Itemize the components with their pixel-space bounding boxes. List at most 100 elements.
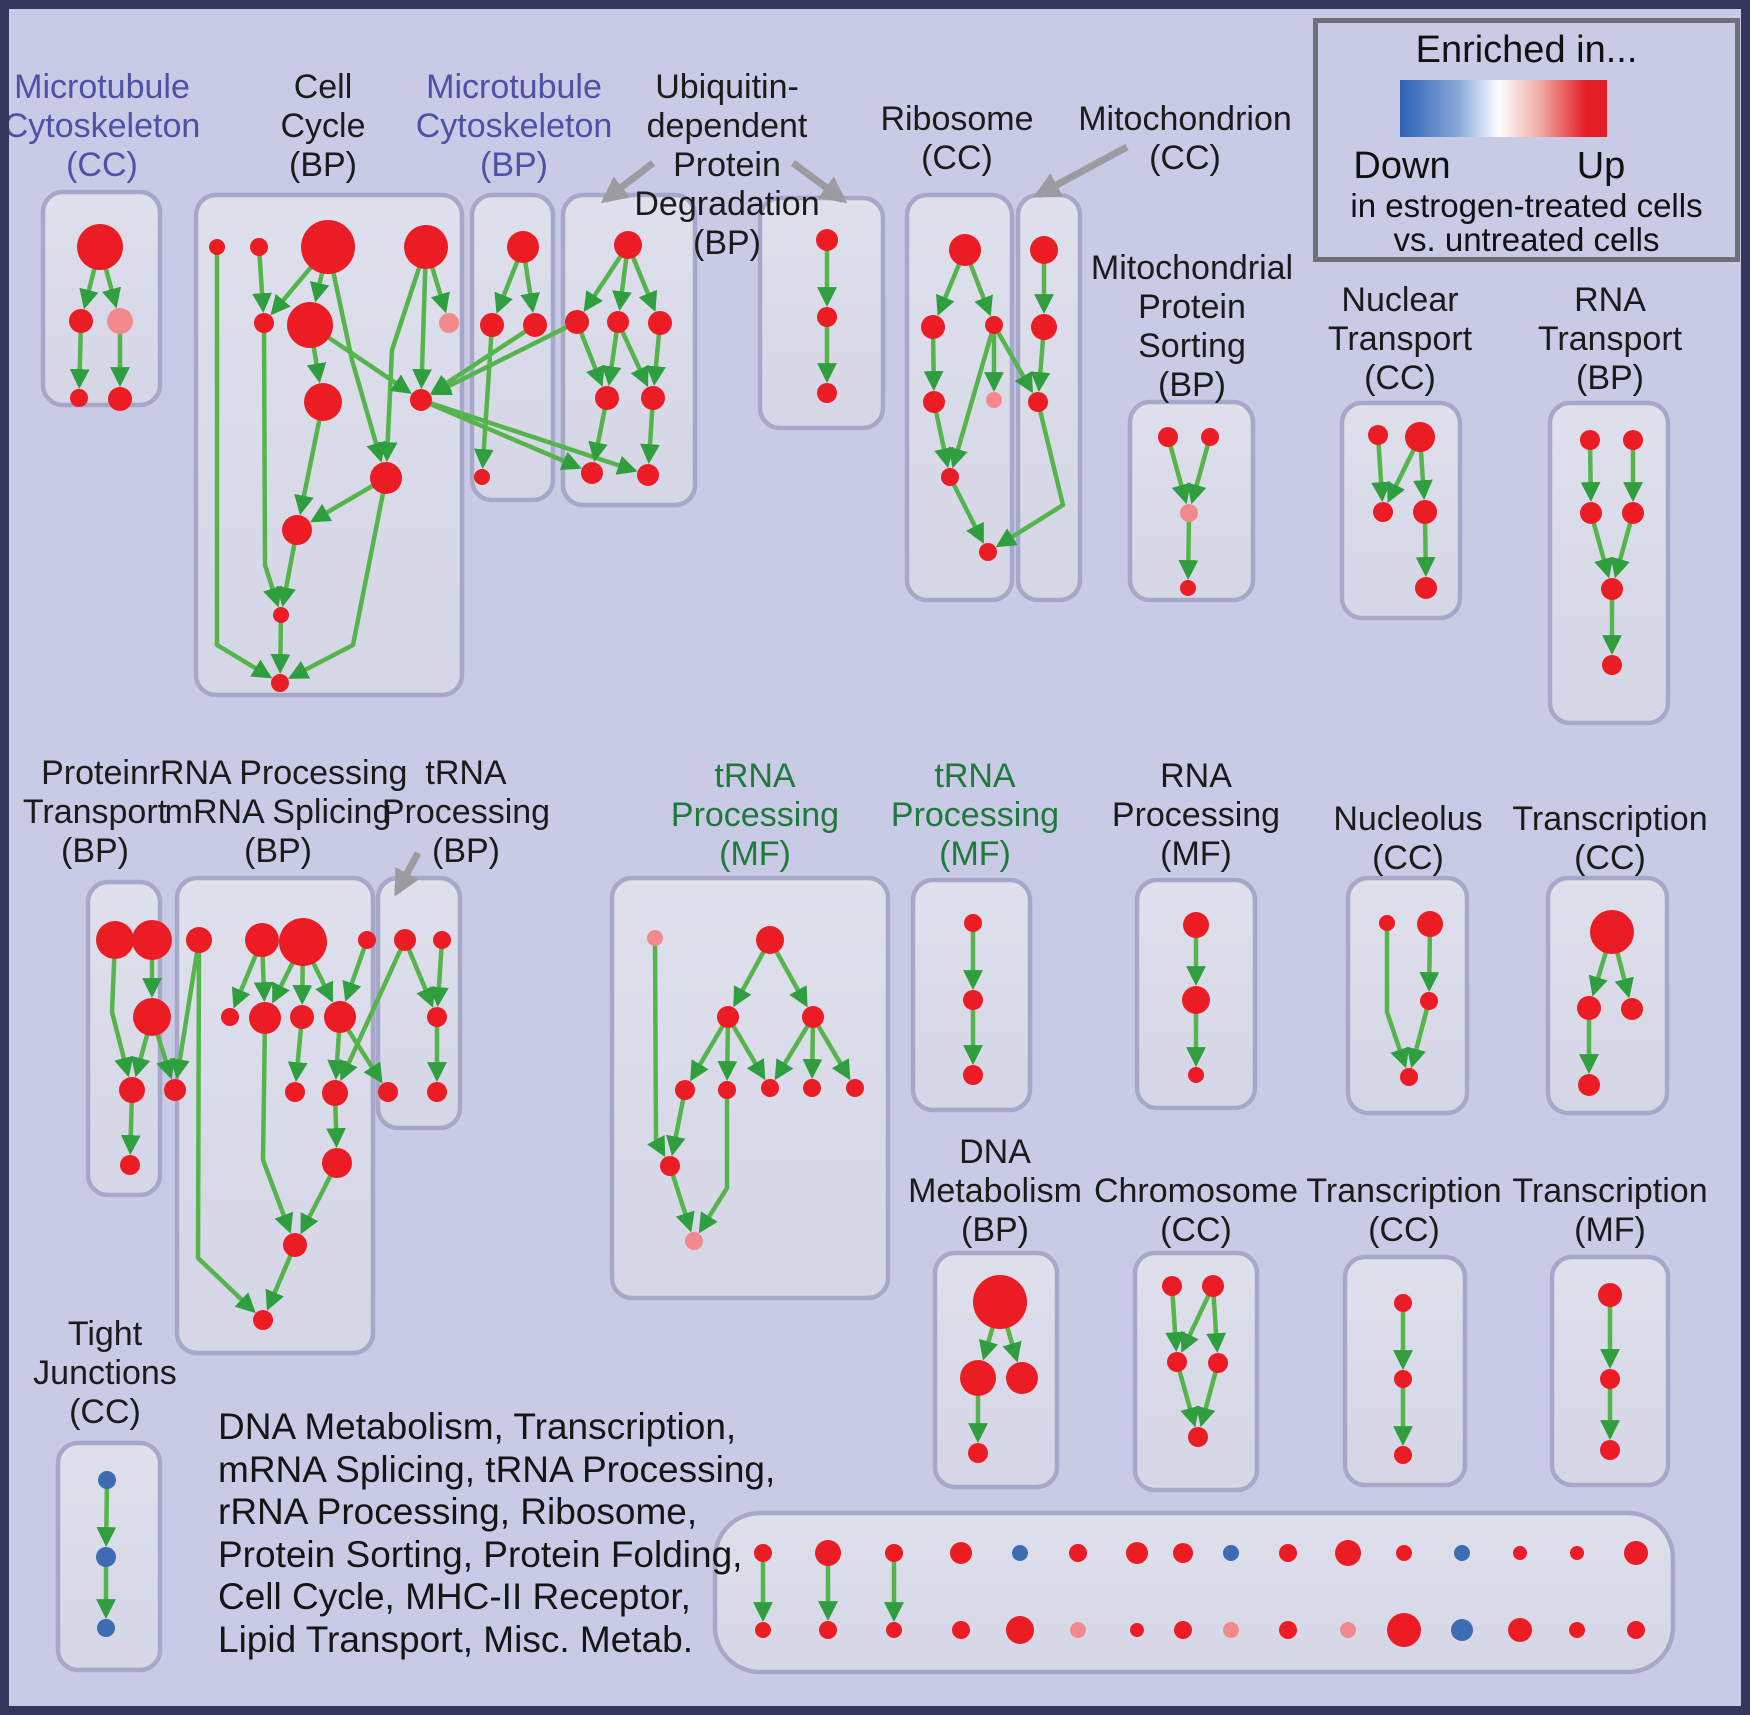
go-term-node-a5b	[1006, 1616, 1034, 1644]
go-term-node-a4b	[952, 1621, 970, 1639]
go-term-node-g2	[245, 923, 279, 957]
go-term-node-c13	[271, 674, 289, 692]
edge-w10-w11	[667, 1165, 695, 1233]
go-term-node-p3	[133, 998, 171, 1036]
go-term-node-w6	[718, 1081, 736, 1099]
cluster-dnamet	[932, 1250, 1060, 1490]
edge-s2-s3	[1187, 436, 1213, 505]
go-term-node-x1	[1162, 1276, 1182, 1296]
go-term-node-u6	[641, 386, 665, 410]
go-term-node-b2	[480, 313, 504, 337]
pointer-arrow-3	[1033, 143, 1129, 199]
go-term-node-w4	[802, 1006, 824, 1028]
cluster-label-transccbot-line2: (CC)	[1368, 1211, 1440, 1249]
go-term-node-y1	[1394, 1294, 1412, 1312]
go-term-node-a11t	[1335, 1540, 1361, 1566]
go-term-node-a13b	[1451, 1619, 1473, 1641]
go-term-node-b4	[474, 469, 490, 485]
legend-gradient-bar	[1400, 80, 1607, 137]
go-term-node-y2	[1394, 1370, 1412, 1388]
go-term-node-a12b	[1387, 1613, 1421, 1647]
cluster-nucleolus	[1345, 875, 1470, 1116]
edge-c3-c10	[325, 246, 386, 463]
cluster-label-transmfbot-line1: Transcription	[1512, 1172, 1707, 1210]
go-term-node-v3	[963, 1065, 983, 1085]
edge-x2-x3	[1180, 1285, 1216, 1353]
go-term-node-q1	[1368, 425, 1388, 445]
go-term-node-s3	[1180, 504, 1198, 522]
go-term-node-u5	[595, 386, 619, 410]
go-term-node-g3	[279, 918, 327, 966]
go-term-node-c3	[301, 220, 355, 274]
go-term-node-a15b	[1569, 1622, 1585, 1638]
go-term-node-s4	[1180, 580, 1196, 596]
go-term-node-g10	[285, 1082, 305, 1102]
cluster-label-trnamf1-line3: (MF)	[719, 835, 791, 873]
go-term-node-e1	[1379, 915, 1395, 931]
go-term-node-g11	[322, 1080, 348, 1106]
go-term-node-x4	[1208, 1353, 1228, 1373]
go-term-node-a7t	[1126, 1542, 1148, 1564]
cluster-label-rnaprocmf-line1: RNA	[1160, 757, 1232, 795]
go-term-node-r5	[986, 392, 1002, 408]
go-term-node-c7	[439, 313, 459, 333]
go-term-node-r4	[923, 391, 945, 413]
go-term-node-w3	[717, 1006, 739, 1028]
go-term-node-q3	[1373, 502, 1393, 522]
cluster-label-cellcycle-line3: (BP)	[289, 146, 357, 184]
edge-g6-g13	[260, 1017, 294, 1234]
go-term-node-s1	[1158, 427, 1178, 447]
cluster-label-trnabp-line2: Processing	[382, 793, 550, 831]
misc-text-line: mRNA Splicing, tRNA Processing,	[218, 1448, 776, 1490]
go-term-node-a16b	[1627, 1621, 1645, 1639]
legend-up-label: Up	[1576, 145, 1626, 187]
go-term-node-a6b	[1070, 1622, 1086, 1638]
go-term-node-t4	[1622, 502, 1644, 524]
go-term-node-t6	[1602, 655, 1622, 675]
edge-h2-h3	[429, 939, 449, 1007]
edge-w3-w7	[726, 1015, 766, 1081]
go-term-node-a8t	[1173, 1543, 1193, 1563]
edge-w5-w10	[666, 1089, 688, 1157]
go-term-node-n3	[817, 383, 837, 403]
go-term-node-g12	[322, 1148, 352, 1178]
go-term-node-p2	[132, 920, 172, 960]
edge-w6-w11	[698, 1090, 730, 1234]
go-term-node-u1	[614, 231, 642, 259]
cluster-chrom	[1132, 1250, 1260, 1493]
edge-b3-c9	[430, 323, 537, 394]
edge-c4-c9	[412, 246, 432, 389]
cluster-label-transccbot-line1: Transcription	[1306, 1172, 1501, 1210]
edge-q1-q3	[1371, 434, 1391, 502]
go-term-node-n2	[817, 307, 837, 327]
legend-subtitle-line2: vs. untreated cells	[1393, 221, 1660, 258]
go-term-node-t1	[1580, 430, 1600, 450]
cluster-label-trnabp-line3: (BP)	[432, 832, 500, 870]
edge-j1-j2	[96, 1479, 117, 1547]
go-term-node-o2	[1031, 314, 1057, 340]
cluster-label-ubiq-line2: dependent	[647, 107, 808, 145]
go-term-node-t5	[1601, 578, 1623, 600]
cluster-label-mtbp-line3: (BP)	[480, 146, 548, 184]
cluster-label-mtbp-line2: Cytoskeleton	[416, 107, 613, 145]
go-term-node-a1b	[755, 1622, 771, 1638]
go-term-node-g9	[164, 1079, 186, 1101]
pointer-arrow-2	[790, 160, 848, 204]
go-term-node-r7	[979, 543, 997, 561]
edge-b2-b4	[473, 324, 495, 469]
go-term-node-c8	[304, 383, 342, 421]
go-term-node-g4	[358, 931, 376, 949]
go-term-node-h5	[427, 1082, 447, 1102]
go-term-node-b3	[523, 313, 547, 337]
cluster-label-mitosort-line3: Sorting	[1138, 327, 1246, 365]
cluster-label-ribosome-line1: Ribosome	[880, 100, 1033, 138]
edge-r3-r6	[948, 324, 997, 469]
cluster-label-rnatrans-line2: Transport	[1538, 320, 1683, 358]
cluster-label-trnamf1-line2: Processing	[671, 796, 839, 834]
go-term-node-h1	[394, 929, 416, 951]
go-term-node-d2	[960, 1360, 996, 1396]
cluster-label-mtcc-line1: Microtubule	[14, 68, 190, 106]
legend-down-label: Down	[1353, 145, 1451, 187]
go-term-node-r1	[949, 234, 981, 266]
go-term-node-d3	[1006, 1362, 1038, 1394]
